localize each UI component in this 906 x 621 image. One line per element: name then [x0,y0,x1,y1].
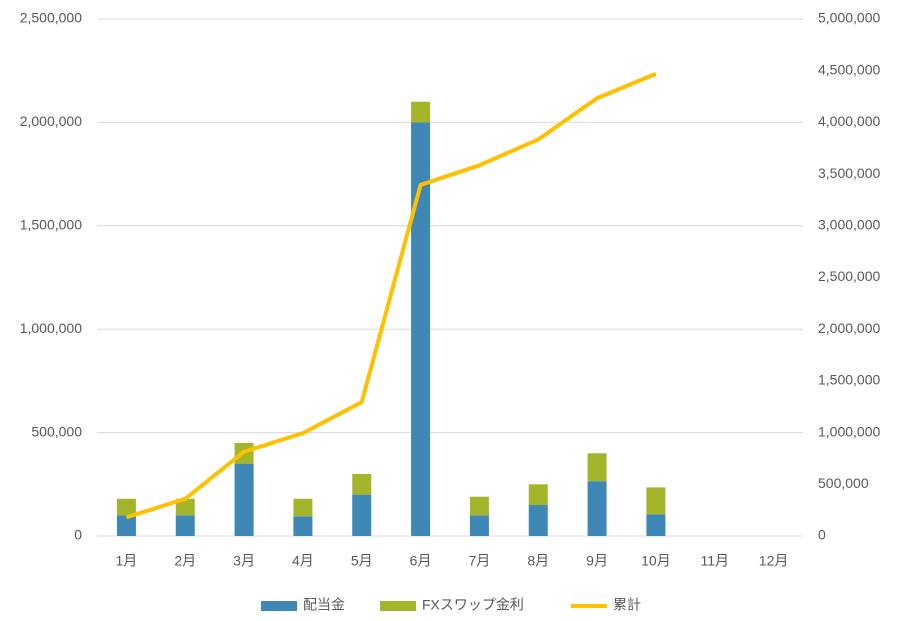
x-tick-label: 7月 [469,553,491,569]
y-tick-label: 500,000 [31,423,82,439]
x-tick-label: 12月 [759,553,789,569]
x-tick-label: 1月 [116,553,138,569]
y-tick-label: 2,500,000 [20,10,82,26]
bar [411,122,431,537]
bar [352,473,372,495]
x-tick-label: 9月 [586,553,608,569]
x-tick-label: 3月 [233,553,255,569]
bar [646,514,666,536]
bar [116,515,136,536]
y2-tick-label: 4,000,000 [818,113,880,129]
bar [175,515,195,536]
legend-label: 配当金 [303,597,345,613]
x-tick-label: 10月 [641,553,671,569]
y2-tick-label: 2,500,000 [818,268,880,284]
bar [293,516,313,536]
bar [587,453,607,482]
x-tick-label: 2月 [174,553,196,569]
x-tick-label: 5月 [351,553,373,569]
bar [469,496,489,516]
y-tick-label: 2,000,000 [20,113,82,129]
bar [116,498,136,516]
bar [352,494,372,536]
legend-swatch [380,601,416,611]
bar [587,481,607,536]
x-tick-label: 6月 [410,553,432,569]
y2-tick-label: 3,500,000 [818,165,880,181]
bar [234,463,254,536]
x-tick-label: 4月 [292,553,314,569]
x-tick-label: 11月 [700,553,729,569]
bar [469,515,489,536]
bar [411,101,431,123]
legend-label: 累計 [613,597,641,613]
y2-tick-label: 1,500,000 [818,372,880,388]
bar [528,504,548,536]
y2-tick-label: 4,500,000 [818,61,880,77]
bar [175,498,195,516]
y2-tick-label: 0 [818,527,826,543]
y2-tick-label: 2,000,000 [818,320,880,336]
bar [293,498,313,517]
y2-tick-label: 1,000,000 [818,423,880,439]
y2-tick-label: 500,000 [818,475,869,491]
x-tick-label: 8月 [527,553,549,569]
line [125,71,657,520]
y2-tick-label: 5,000,000 [818,10,880,26]
y-tick-label: 1,500,000 [20,217,82,233]
legend-swatch [261,601,297,611]
bar [646,487,666,515]
y-tick-label: 0 [74,527,82,543]
legend-label: FXスワップ金利 [422,597,524,613]
y2-tick-label: 3,000,000 [818,217,880,233]
bar [528,484,548,505]
y-tick-label: 1,000,000 [20,320,82,336]
